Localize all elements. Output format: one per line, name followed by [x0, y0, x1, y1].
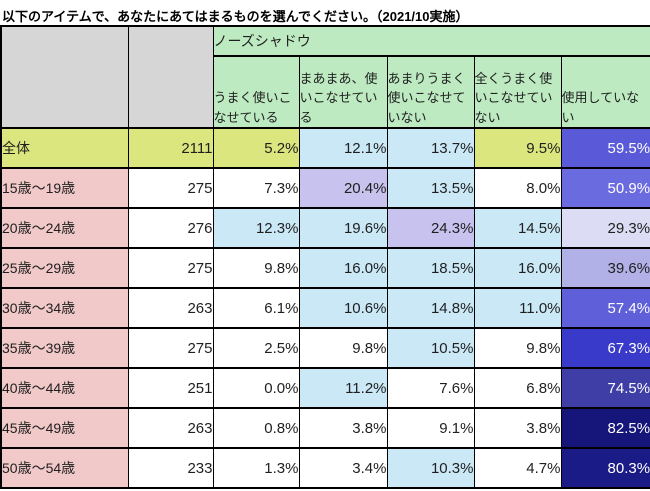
row-count: 233: [127, 447, 214, 489]
column-header: 使用していない: [560, 55, 650, 129]
data-cell: 82.5%: [560, 407, 650, 449]
group-header-row: ノーズシャドウ: [0, 25, 650, 129]
row-count: 263: [127, 287, 214, 329]
data-cell: 59.5%: [560, 127, 650, 169]
data-cell: 13.5%: [386, 167, 475, 209]
row-count: 275: [127, 167, 214, 209]
data-cell: 29.3%: [560, 207, 650, 249]
column-header: まあまあ、使いこなせている: [298, 55, 388, 129]
column-header-row: うまく使いこなせている まあまあ、使いこなせている あまりうまく使いこなせていな…: [1, 55, 650, 129]
row-label: 全体: [0, 127, 129, 169]
column-header: 全くうまく使いこなせていない: [473, 55, 562, 129]
data-cell: 11.2%: [298, 367, 388, 409]
row-count: 251: [127, 367, 214, 409]
data-cell: 57.4%: [560, 287, 650, 329]
table-row: 30歳～34歳 263 6.1% 10.6% 14.8% 11.0% 57.4%: [0, 287, 650, 329]
data-cell: 8.0%: [473, 167, 562, 209]
row-label: 40歳～44歳: [0, 367, 129, 409]
data-cell: 3.4%: [298, 447, 388, 489]
table-row: 25歳～29歳 275 9.8% 16.0% 18.5% 16.0% 39.6%: [0, 247, 650, 289]
row-count: 275: [127, 247, 214, 289]
data-cell: 74.5%: [560, 367, 650, 409]
table-row: 45歳～49歳 263 0.8% 3.8% 9.1% 3.8% 82.5%: [0, 407, 650, 449]
data-cell: 9.8%: [473, 327, 562, 369]
data-cell: 12.3%: [212, 207, 300, 249]
data-cell: 24.3%: [386, 207, 475, 249]
data-cell: 9.5%: [473, 127, 562, 169]
row-count: 2111: [127, 127, 214, 169]
data-cell: 0.8%: [212, 407, 300, 449]
data-cell: 9.1%: [386, 407, 475, 449]
data-cell: 6.1%: [212, 287, 300, 329]
row-label: 30歳～34歳: [0, 287, 129, 329]
data-cell: 3.8%: [298, 407, 388, 449]
data-cell: 14.8%: [386, 287, 475, 329]
data-cell: 80.3%: [560, 447, 650, 489]
table-row: 35歳～39歳 275 2.5% 9.8% 10.5% 9.8% 67.3%: [0, 327, 650, 369]
row-label: 20歳～24歳: [0, 207, 129, 249]
corner-cell-label: [0, 25, 129, 129]
row-label: 35歳～39歳: [0, 327, 129, 369]
data-cell: 20.4%: [298, 167, 388, 209]
table-row: 50歳～54歳 233 1.3% 3.4% 10.3% 4.7% 80.3%: [0, 447, 650, 489]
data-cell: 7.3%: [212, 167, 300, 209]
data-cell: 0.0%: [212, 367, 300, 409]
corner-cell-count: [127, 25, 214, 129]
table-row: 20歳～24歳 276 12.3% 19.6% 24.3% 14.5% 29.3…: [0, 207, 650, 249]
data-cell: 9.8%: [298, 327, 388, 369]
row-label: 50歳～54歳: [0, 447, 129, 489]
data-cell: 11.0%: [473, 287, 562, 329]
data-cell: 9.8%: [212, 247, 300, 289]
row-count: 276: [127, 207, 214, 249]
row-count: 275: [127, 327, 214, 369]
data-cell: 16.0%: [473, 247, 562, 289]
data-cell: 1.3%: [212, 447, 300, 489]
data-cell: 3.8%: [473, 407, 562, 449]
data-cell: 2.5%: [212, 327, 300, 369]
data-cell: 4.7%: [473, 447, 562, 489]
data-cell: 5.2%: [212, 127, 300, 169]
data-cell: 16.0%: [298, 247, 388, 289]
data-cell: 18.5%: [386, 247, 475, 289]
row-count: 263: [127, 407, 214, 449]
data-cell: 6.8%: [473, 367, 562, 409]
table-row: 40歳～44歳 251 0.0% 11.2% 7.6% 6.8% 74.5%: [0, 367, 650, 409]
row-label: 15歳～19歳: [0, 167, 129, 209]
data-cell: 7.6%: [386, 367, 475, 409]
column-header: うまく使いこなせている: [212, 55, 300, 129]
data-cell: 10.3%: [386, 447, 475, 489]
group-header-cell: ノーズシャドウ: [212, 25, 650, 57]
column-header: あまりうまく使いこなせていない: [386, 55, 475, 129]
data-cell: 10.5%: [386, 327, 475, 369]
data-cell: 10.6%: [298, 287, 388, 329]
survey-results-table: ノーズシャドウ うまく使いこなせている まあまあ、使いこなせている あまりうまく…: [0, 25, 650, 489]
data-cell: 50.9%: [560, 167, 650, 209]
page-title: 以下のアイテムで、あなたにあてはまるものを選んでください。（2021/10実施）: [2, 9, 469, 24]
data-cell: 67.3%: [560, 327, 650, 369]
data-cell: 19.6%: [298, 207, 388, 249]
data-cell: 12.1%: [298, 127, 388, 169]
data-cell: 39.6%: [560, 247, 650, 289]
row-label: 25歳～29歳: [0, 247, 129, 289]
data-cell: 14.5%: [473, 207, 562, 249]
data-cell: 13.7%: [386, 127, 475, 169]
table-row: 全体 2111 5.2% 12.1% 13.7% 9.5% 59.5%: [0, 127, 650, 169]
row-label: 45歳～49歳: [0, 407, 129, 449]
table-row: 15歳～19歳 275 7.3% 20.4% 13.5% 8.0% 50.9%: [0, 167, 650, 209]
